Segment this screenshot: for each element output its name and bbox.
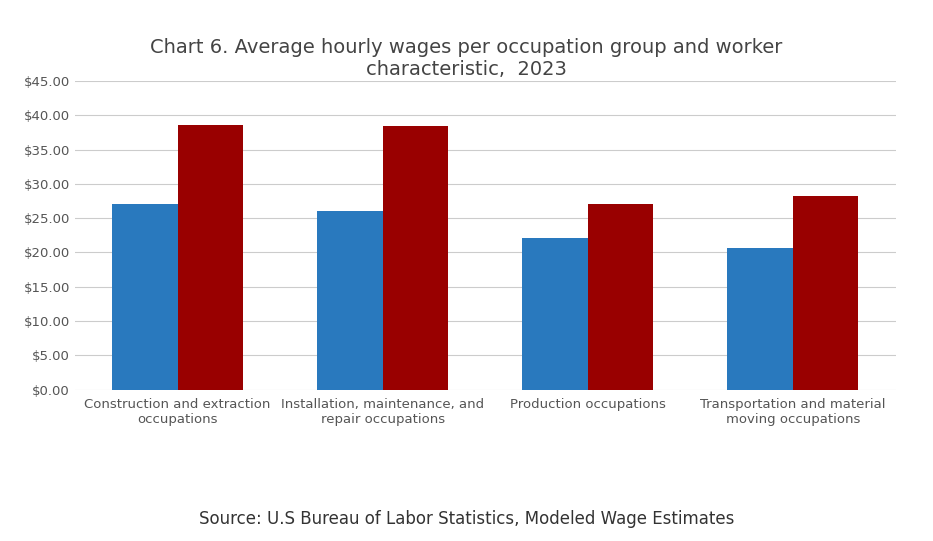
Bar <box>317 210 383 390</box>
Text: Source: U.S Bureau of Labor Statistics, Modeled Wage Estimates: Source: U.S Bureau of Labor Statistics, … <box>199 510 734 529</box>
Bar <box>112 204 177 390</box>
Bar <box>588 204 653 390</box>
Text: Chart 6. Average hourly wages per occupation group and worker
characteristic,  2: Chart 6. Average hourly wages per occupa… <box>150 38 783 79</box>
Bar <box>383 127 448 390</box>
Bar <box>793 196 858 390</box>
Bar <box>727 248 793 390</box>
Bar <box>177 125 244 390</box>
Bar <box>522 238 588 390</box>
